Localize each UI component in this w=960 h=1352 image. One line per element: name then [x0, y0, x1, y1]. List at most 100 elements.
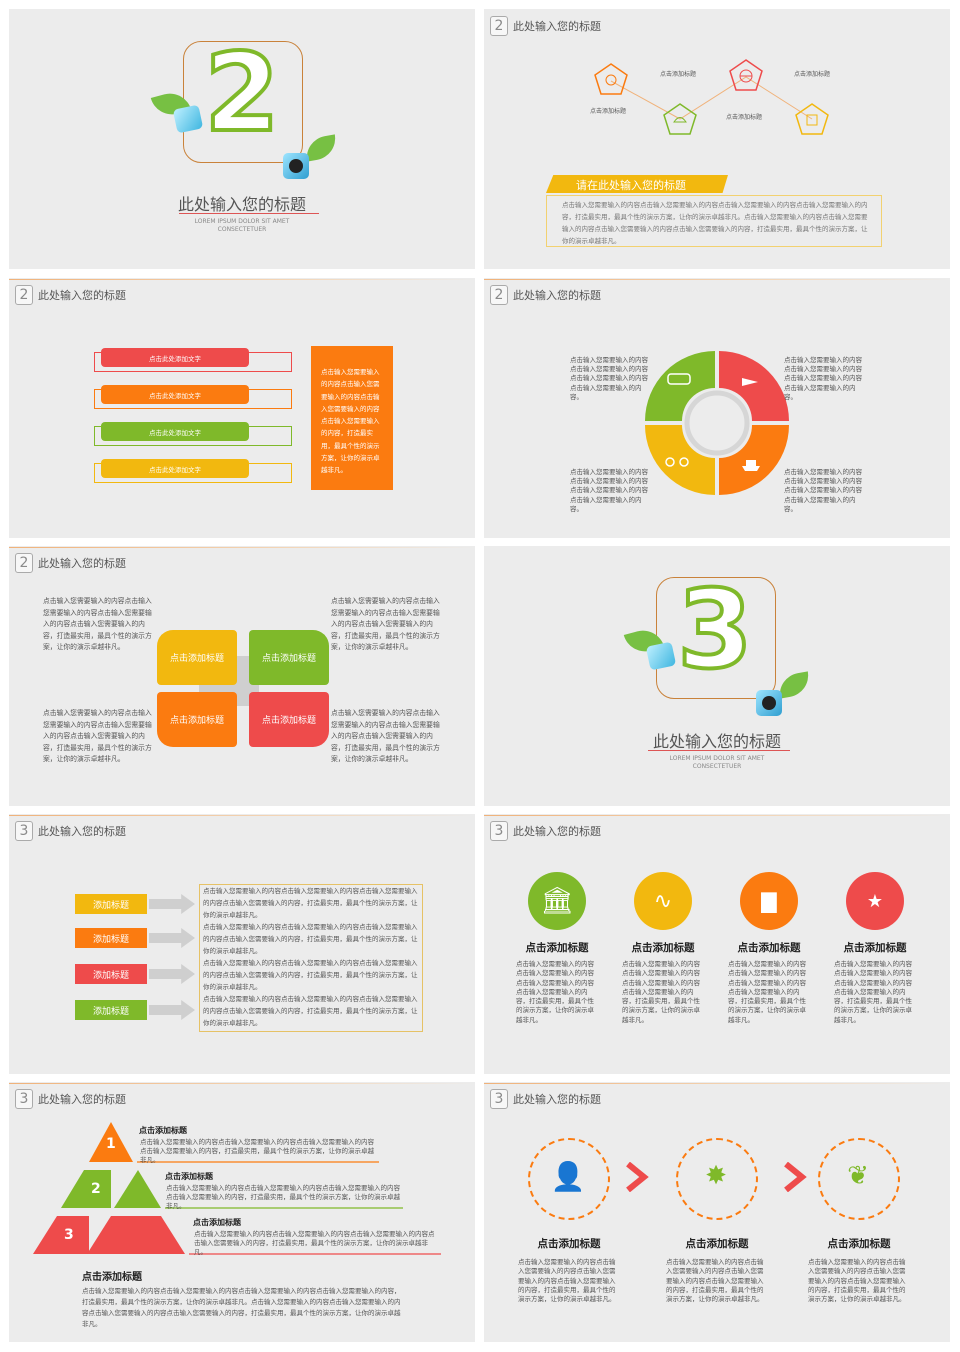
tile-text: 点击输入您需要输入的内容点击输入您需要输入的内容点击输入您需要输入的内容点击输入… [331, 597, 440, 651]
column-text: 点击输入您需要输入的内容点击输入您需要输入的内容点击输入您需要输入的内容点击输入… [516, 960, 594, 1024]
camera-cube-icon [283, 153, 309, 179]
banner-title-text: 请在此处输入您的标题 [576, 179, 686, 192]
pyramid-diagram [33, 1122, 441, 1255]
handshake-icon: ❦ [847, 1161, 869, 1191]
pentagon-label: 点击添加标题 [726, 114, 763, 121]
title-underline [179, 213, 319, 214]
top-divider [9, 279, 475, 280]
step-text: 点击输入您需要输入的内容点击输入您需要输入的内容点击输入您需要输入的内容点击输入… [808, 1258, 906, 1304]
dashed-ring [528, 1138, 610, 1220]
camera-cube-icon [756, 690, 782, 716]
arrow-shape [149, 894, 195, 914]
arrow-shape [149, 928, 195, 948]
arrow-shape [149, 1000, 195, 1020]
section-number: 3 [15, 1089, 33, 1109]
tile-orange: 点击添加标题 [157, 692, 237, 747]
column-text: 点击输入您需要输入的内容点击输入您需要输入的内容点击输入您需要输入的内容点击输入… [834, 960, 912, 1024]
slide-pyramid: 3 此处输入您的标题 1 2 3 点击添加标题 点击输入您需要输入的内容点击输入… [9, 1082, 475, 1342]
dashed-ring [818, 1138, 900, 1220]
column-title: 点击添加标题 [843, 942, 907, 954]
text-frame [546, 195, 882, 247]
chevron-right-icon [784, 1162, 807, 1192]
bar-yellow: 点击此处添加文字 [101, 459, 249, 478]
section-number: 2 [490, 16, 508, 36]
label-red: 添加标题 [75, 964, 147, 984]
bar-chart-icon: ▇ [740, 872, 798, 930]
tile-text: 点击输入您需要输入的内容点击输入您需要输入的内容点击输入您需要输入的内容点击输入… [331, 709, 440, 763]
label-yellow: 添加标题 [75, 894, 147, 914]
section-number: 3 [490, 1089, 508, 1109]
orange-box-text: 点击输入您需要输入的内容点击输入您需要输入的内容点击输入您需要输入的内容点击输入… [321, 368, 380, 475]
chart-line-icon: ∿ [634, 872, 692, 930]
top-divider [9, 1083, 475, 1084]
cover-subtitle-1: LOREM IPSUM DOLOR SIT AMET [194, 218, 290, 225]
pentagon-orange-icon [594, 63, 628, 95]
slide-pentagons: 2 此处输入您的标题 点击添加标题 点击添加标题 点击添加标题 点击添加标题 请… [484, 9, 950, 269]
slide-ring: 2 此处输入您的标题 点击输入您需要输入的内容点击输入您需要输入的内容点击输入您… [484, 278, 950, 538]
section-number: 2 [490, 285, 508, 305]
step-title: 点击添加标题 [537, 1238, 601, 1250]
cover-subtitle-1: LOREM IPSUM DOLOR SIT AMET [669, 755, 765, 762]
big-number: 3 [675, 566, 754, 695]
level-number: 3 [64, 1227, 74, 1243]
banner-title [546, 175, 728, 193]
slide-header: 此处输入您的标题 [38, 289, 126, 302]
row-text: 点击输入您需要输入的内容点击输入您需要输入的内容点击输入您需要输入的内容点击输入… [203, 887, 418, 919]
pentagon-network [594, 59, 829, 135]
big-number: 2 [202, 29, 281, 158]
bottom-text: 点击输入您需要输入的内容点击输入您需要输入的内容点击输入您需要输入的内容点击输入… [82, 1287, 401, 1328]
column-text: 点击输入您需要输入的内容点击输入您需要输入的内容点击输入您需要输入的内容点击输入… [622, 960, 700, 1024]
slide-process: 3 此处输入您的标题 👤 ✸ ❦ 点击添加标题 点击输入您需要输入的内容点击输入… [484, 1082, 950, 1342]
slide-bars: 2 此处输入您的标题 点击此处添加文字 点击此处添加文字 点击此处添加文字 点击… [9, 278, 475, 538]
bottom-title: 点击添加标题 [82, 1272, 142, 1283]
row-text: 点击输入您需要输入的内容点击输入您需要输入的内容点击输入您需要输入的内容点击输入… [203, 995, 418, 1027]
slide-header: 此处输入您的标题 [38, 825, 126, 838]
level-text: 点击输入您需要输入的内容点击输入您需要输入的内容点击输入您需要输入的内容点击输入… [140, 1138, 374, 1164]
pentagon-label: 点击添加标题 [794, 71, 831, 78]
top-divider [484, 815, 950, 816]
level-number: 2 [91, 1181, 101, 1197]
slide-four-icons: 3 此处输入您的标题 🏛 点击添加标题 点击输入您需要输入的内容点击输入您需要输… [484, 814, 950, 1074]
label-orange: 添加标题 [75, 928, 147, 948]
orange-text-box [311, 346, 393, 490]
ring-text-top-left: 点击输入您需要输入的内容点击输入您需要输入的内容点击输入您需要输入的内容点击输入… [570, 356, 648, 401]
slide-header: 此处输入您的标题 [513, 289, 601, 302]
cover-subtitle-2: CONSECTETUER [692, 763, 742, 770]
body-text: 点击输入您需要输入的内容点击输入您需要输入的内容点击输入您需要输入的内容点击输入… [562, 201, 868, 245]
pentagon-label: 点击添加标题 [590, 108, 627, 115]
chevron-right-icon [626, 1162, 649, 1192]
label-green: 添加标题 [75, 1000, 147, 1020]
level-text: 点击输入您需要输入的内容点击输入您需要输入的内容点击输入您需要输入的内容点击输入… [166, 1184, 400, 1210]
row-text: 点击输入您需要输入的内容点击输入您需要输入的内容点击输入您需要输入的内容点击输入… [203, 923, 418, 955]
slide-tiles: 2 此处输入您的标题 点击添加标题 点击添加标题 点击添加标题 点击添加标题 点… [9, 546, 475, 806]
title-underline [648, 750, 790, 751]
arrow-shape [149, 964, 195, 984]
tile-text: 点击输入您需要输入的内容点击输入您需要输入的内容点击输入您需要输入的内容点击输入… [43, 709, 152, 763]
step-title: 点击添加标题 [827, 1238, 891, 1250]
level-text: 点击输入您需要输入的内容点击输入您需要输入的内容点击输入您需要输入的内容点击输入… [194, 1230, 435, 1256]
gold-bars-icon: ★ [846, 872, 904, 930]
section-number: 2 [15, 553, 33, 573]
column-title: 点击添加标题 [631, 942, 695, 954]
tile-green: 点击添加标题 [249, 630, 329, 685]
bar-orange: 点击此处添加文字 [101, 385, 249, 404]
tile-text: 点击输入您需要输入的内容点击输入您需要输入的内容点击输入您需要输入的内容点击输入… [43, 597, 152, 651]
plane-icon [742, 378, 758, 386]
step-text: 点击输入您需要输入的内容点击输入您需要输入的内容点击输入您需要输入的内容点击输入… [518, 1258, 616, 1304]
ring-diagram [645, 351, 789, 495]
slide-cover-3: 3 此处输入您的标题 LOREM IPSUM DOLOR SIT AMET CO… [484, 546, 950, 806]
tile-red: 点击添加标题 [249, 692, 329, 747]
cover-subtitle-2: CONSECTETUER [217, 226, 267, 233]
column-title: 点击添加标题 [737, 942, 801, 954]
text-frame [199, 884, 423, 1032]
cover-title: 此处输入您的标题 [652, 732, 781, 751]
car-icon [667, 373, 691, 385]
slide-header: 此处输入您的标题 [513, 1093, 601, 1106]
cover-title: 此处输入您的标题 [177, 195, 306, 214]
slide-header: 此处输入您的标题 [513, 20, 601, 33]
ring-text-bottom-right: 点击输入您需要输入的内容点击输入您需要输入的内容点击输入您需要输入的内容点击输入… [784, 468, 862, 513]
level-title: 点击添加标题 [139, 1126, 187, 1135]
slide-header: 此处输入您的标题 [38, 1093, 126, 1106]
top-divider [9, 547, 475, 548]
dashed-ring [676, 1138, 758, 1220]
